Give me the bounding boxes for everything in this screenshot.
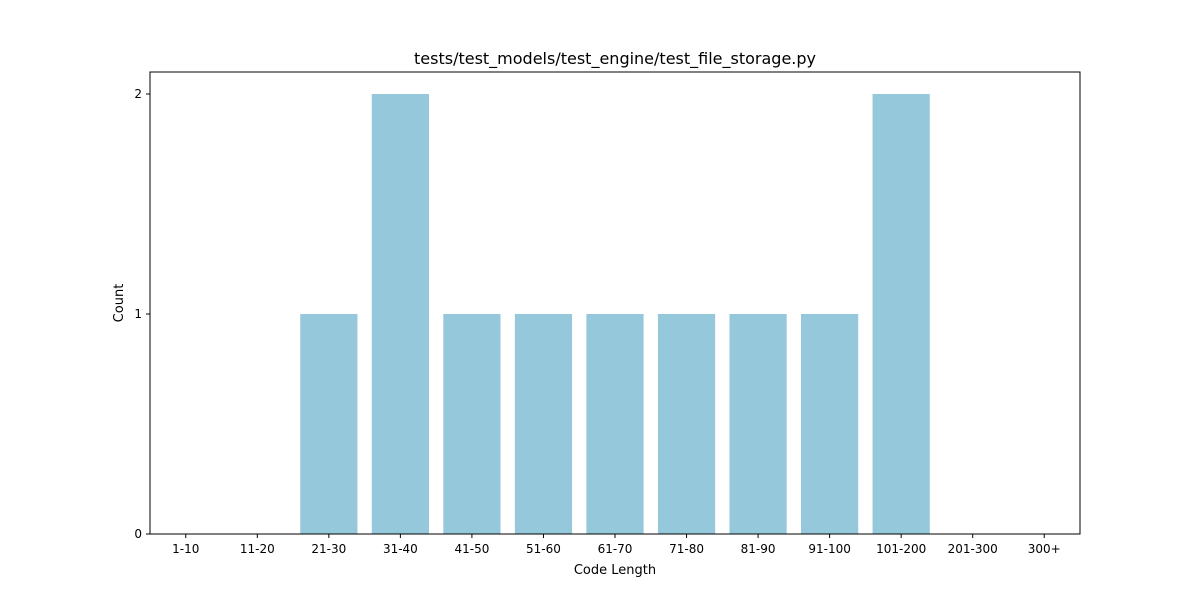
x-tick-label: 201-300 (948, 542, 998, 556)
y-tick-label: 2 (134, 87, 142, 101)
chart-title: tests/test_models/test_engine/test_file_… (414, 49, 816, 69)
y-tick-label: 1 (134, 307, 142, 321)
bar-21-30 (300, 314, 358, 534)
bar-61-70 (586, 314, 644, 534)
bar-101-200 (872, 94, 930, 534)
x-tick-label: 61-70 (598, 542, 633, 556)
y-axis-label: Count (112, 284, 127, 323)
bar-91-100 (801, 314, 859, 534)
x-axis-label: Code Length (574, 563, 656, 578)
x-axis: 1-10 11-20 21-30 31-40 41-50 51-60 61-70 71-80 8… (172, 534, 1061, 556)
x-tick-label: 11-20 (240, 542, 275, 556)
y-axis: 0 1 2 (134, 87, 150, 541)
x-tick-label: 31-40 (383, 542, 418, 556)
x-tick-label: 21-30 (311, 542, 346, 556)
bar-41-50 (443, 314, 501, 534)
bar-31-40 (371, 94, 429, 534)
x-tick-label: 51-60 (526, 542, 561, 556)
bars-layer (300, 94, 930, 534)
y-tick-label: 0 (134, 527, 142, 541)
x-tick-label: 71-80 (669, 542, 704, 556)
x-tick-label: 81-90 (741, 542, 776, 556)
bar-51-60 (514, 314, 573, 534)
x-tick-label: 91-100 (808, 542, 851, 556)
bar-81-90 (729, 314, 787, 534)
x-tick-label: 41-50 (454, 542, 489, 556)
x-tick-label: 1-10 (172, 542, 199, 556)
x-tick-label: 300+ (1028, 542, 1061, 556)
bar-71-80 (657, 314, 716, 534)
x-tick-label: 101-200 (876, 542, 926, 556)
